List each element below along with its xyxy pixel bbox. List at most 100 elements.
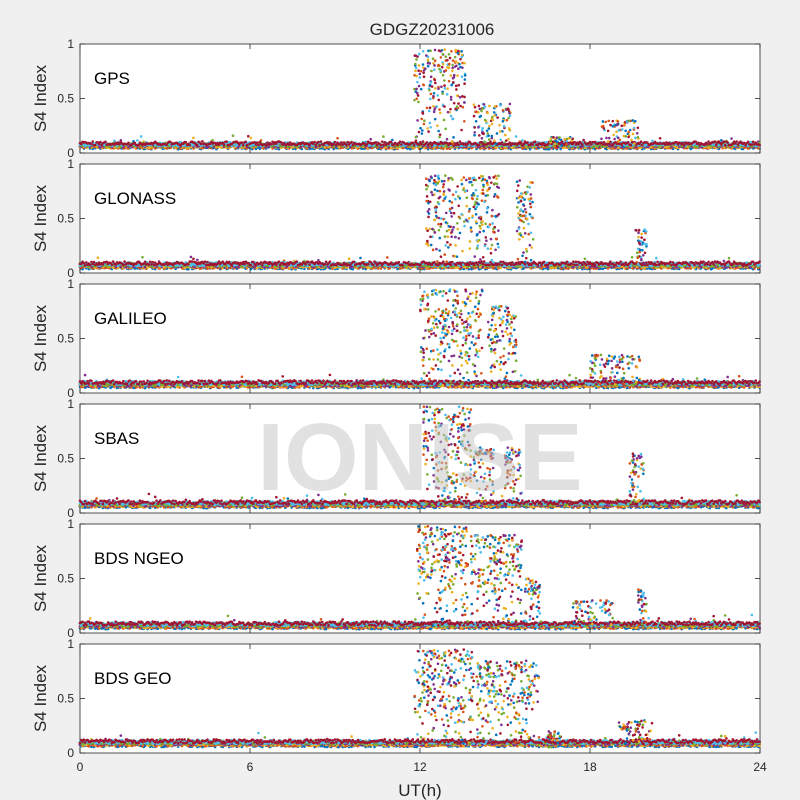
- scintillation-point: [463, 78, 467, 81]
- scintillation-point: [435, 105, 439, 108]
- scintillation-point: [417, 64, 421, 67]
- baseline-point: [192, 143, 195, 147]
- scintillation-point: [508, 111, 511, 115]
- scintillation-point: [432, 94, 435, 98]
- scintillation-point: [447, 62, 451, 66]
- scintillation-point: [414, 139, 418, 143]
- y-axis-label: S4 Index: [31, 64, 50, 132]
- scintillation-point: [458, 96, 462, 99]
- scintillation-point: [421, 111, 424, 114]
- scintillation-point: [425, 54, 428, 57]
- scintillation-point: [494, 142, 498, 146]
- baseline-point: [707, 140, 710, 143]
- baseline-point: [374, 141, 378, 144]
- baseline-point: [136, 139, 139, 142]
- baseline-point: [720, 138, 723, 142]
- baseline-point: [688, 145, 691, 148]
- scintillation-point: [567, 145, 571, 148]
- scintillation-point: [450, 140, 454, 144]
- scintillation-point: [493, 105, 497, 108]
- scintillation-point: [415, 58, 418, 61]
- baseline-point: [318, 143, 322, 147]
- baseline-point: [336, 136, 339, 140]
- scintillation-point: [460, 75, 464, 79]
- scintillation-point: [422, 122, 426, 126]
- scintillation-point: [501, 119, 505, 123]
- scintillation-point: [480, 136, 484, 140]
- scintillation-point: [493, 139, 496, 142]
- baseline-point: [559, 147, 562, 151]
- baseline-point: [287, 143, 291, 147]
- baseline-point: [345, 143, 348, 147]
- baseline-point: [723, 143, 727, 147]
- baseline-point: [201, 139, 204, 143]
- baseline-point: [188, 143, 191, 147]
- scintillation-point: [413, 98, 416, 102]
- baseline-point: [615, 142, 619, 146]
- data-points: [78, 48, 761, 151]
- scintillation-point: [443, 87, 447, 90]
- baseline-point: [319, 140, 323, 143]
- baseline-point: [638, 142, 642, 146]
- baseline-point: [500, 141, 504, 144]
- scintillation-point: [451, 59, 455, 62]
- scintillation-point: [417, 100, 420, 104]
- baseline-point: [514, 135, 518, 138]
- scintillation-point: [454, 84, 458, 88]
- scintillation-point: [498, 123, 501, 127]
- baseline-point: [507, 137, 510, 141]
- scintillation-point: [447, 66, 451, 70]
- baseline-point: [104, 140, 107, 144]
- baseline-point: [522, 267, 525, 270]
- baseline-point: [609, 140, 612, 144]
- baseline-point: [531, 143, 534, 146]
- scintillation-point: [636, 135, 640, 139]
- scintillation-point: [436, 124, 439, 127]
- scintillation-point: [508, 128, 512, 132]
- scintillation-point: [444, 55, 448, 59]
- scintillation-point: [428, 97, 432, 101]
- baseline-point: [369, 137, 373, 141]
- scintillation-point: [487, 138, 491, 141]
- baseline-point: [398, 140, 402, 143]
- scintillation-point: [449, 98, 453, 101]
- scintillation-point: [422, 83, 426, 87]
- scintillation-point: [618, 138, 622, 142]
- scintillation-point: [483, 118, 487, 122]
- scintillation-point: [634, 119, 637, 123]
- baseline-point: [257, 143, 260, 147]
- scintillation-point: [616, 122, 619, 126]
- scintillation-point: [416, 80, 419, 84]
- scintillation-point: [415, 91, 419, 95]
- scintillation-point: [463, 82, 466, 86]
- baseline-point: [333, 140, 337, 144]
- scintillation-point: [549, 139, 553, 143]
- scintillation-point: [433, 68, 436, 71]
- baseline-point: [91, 140, 95, 143]
- chart-title: GDGZ20231006: [370, 20, 495, 39]
- scintillation-point: [605, 136, 608, 140]
- scintillation-point: [453, 65, 457, 68]
- scintillation-point: [459, 104, 462, 108]
- scintillation-point: [487, 134, 490, 137]
- scintillation-point: [478, 107, 482, 111]
- baseline-point: [519, 141, 523, 144]
- baseline-point: [663, 143, 667, 146]
- baseline-point: [368, 144, 371, 147]
- scintillation-point: [416, 119, 419, 122]
- scintillation-point: [457, 67, 460, 71]
- scintillation-point: [452, 73, 456, 77]
- scintillation-point: [460, 55, 464, 59]
- scintillation-point: [477, 126, 480, 129]
- scintillation-point: [426, 64, 430, 68]
- scintillation-point: [606, 140, 610, 143]
- baseline-point: [392, 143, 395, 147]
- baseline-point: [313, 140, 316, 144]
- scintillation-point: [636, 126, 640, 130]
- scintillation-point: [472, 103, 476, 106]
- scintillation-point: [414, 135, 418, 139]
- baseline-point: [573, 140, 576, 144]
- scintillation-point: [449, 114, 453, 118]
- baseline-point: [192, 136, 195, 140]
